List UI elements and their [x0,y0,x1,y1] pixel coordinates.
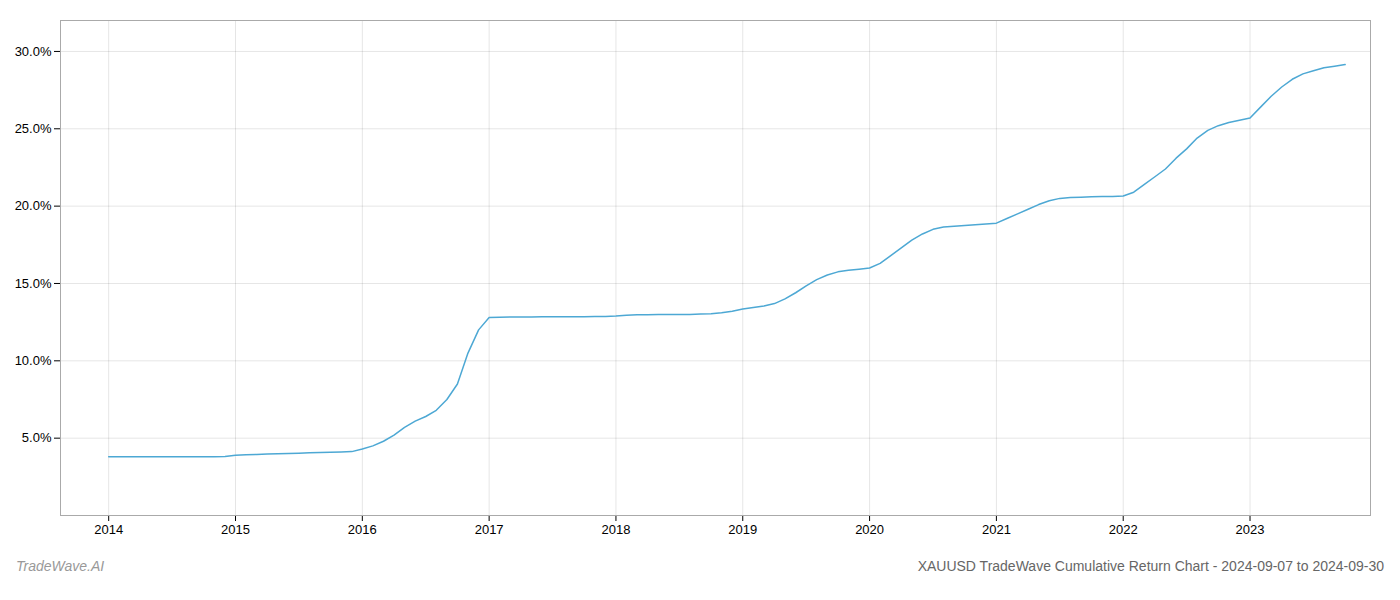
html-text:TradeWave.AI: TradeWave.AI [16,558,105,574]
svg-text:2019: 2019 [728,522,757,537]
svg-text:20.0%: 20.0% [15,198,52,213]
svg-text:5.0%: 5.0% [22,430,52,445]
svg-text:2020: 2020 [855,522,884,537]
svg-text:2018: 2018 [601,522,630,537]
svg-text:15.0%: 15.0% [15,276,52,291]
svg-text:2015: 2015 [221,522,250,537]
html-text:XAUUSD TradeWave Cumulative Re: XAUUSD TradeWave Cumulative Return Chart… [917,558,1384,574]
svg-text:2014: 2014 [94,522,123,537]
svg-text:2021: 2021 [982,522,1011,537]
svg-text:30.0%: 30.0% [15,44,52,59]
svg-text:2022: 2022 [1109,522,1138,537]
svg-text:2023: 2023 [1236,522,1265,537]
svg-text:25.0%: 25.0% [15,121,52,136]
svg-text:2017: 2017 [475,522,504,537]
svg-text:10.0%: 10.0% [15,353,52,368]
svg-text:2016: 2016 [348,522,377,537]
